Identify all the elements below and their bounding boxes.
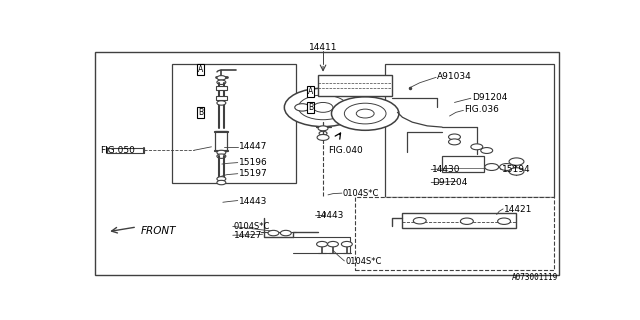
Circle shape: [341, 241, 352, 247]
Circle shape: [317, 134, 329, 140]
Text: 15194: 15194: [502, 165, 530, 174]
Bar: [216, 131, 227, 150]
Circle shape: [319, 131, 327, 135]
Circle shape: [217, 150, 226, 155]
Circle shape: [498, 218, 511, 224]
Text: B: B: [198, 108, 203, 117]
Circle shape: [284, 88, 362, 127]
Circle shape: [500, 164, 513, 171]
Bar: [172, 64, 296, 182]
Circle shape: [449, 139, 460, 145]
Bar: [385, 64, 554, 197]
Text: A91034: A91034: [437, 72, 472, 81]
Circle shape: [317, 241, 328, 247]
Circle shape: [217, 101, 226, 105]
Text: FIG.036: FIG.036: [465, 105, 499, 114]
Text: A073001119: A073001119: [511, 273, 558, 283]
Circle shape: [332, 97, 399, 130]
Text: 15196: 15196: [239, 158, 268, 167]
Circle shape: [449, 134, 460, 140]
Circle shape: [280, 230, 291, 236]
Text: 14421: 14421: [504, 205, 532, 214]
Text: 15197: 15197: [239, 169, 268, 179]
Text: 14447: 14447: [239, 142, 267, 151]
Text: D91204: D91204: [432, 178, 468, 187]
Bar: [216, 96, 227, 100]
Bar: [403, 213, 516, 228]
Text: 0104S*C: 0104S*C: [234, 222, 270, 231]
Bar: [214, 150, 228, 151]
Text: 14443: 14443: [316, 211, 344, 220]
Circle shape: [328, 241, 339, 247]
Circle shape: [344, 103, 386, 124]
Bar: [442, 156, 484, 172]
Text: FIG.050: FIG.050: [100, 146, 134, 155]
Text: FRONT: FRONT: [141, 226, 176, 236]
Circle shape: [356, 109, 374, 118]
Text: FIG.040: FIG.040: [328, 146, 363, 155]
Bar: [318, 75, 392, 96]
Circle shape: [217, 80, 226, 84]
Text: A: A: [198, 65, 203, 74]
Circle shape: [484, 164, 499, 171]
Text: B: B: [308, 103, 313, 112]
Text: 14411: 14411: [308, 43, 337, 52]
Circle shape: [460, 218, 474, 224]
Circle shape: [509, 168, 524, 175]
Text: 14427: 14427: [234, 231, 262, 240]
Bar: [216, 86, 227, 90]
Circle shape: [413, 218, 426, 224]
Text: 14430: 14430: [432, 165, 461, 174]
Text: A: A: [308, 87, 313, 96]
Text: 0104S*C: 0104S*C: [346, 257, 381, 266]
Circle shape: [217, 177, 226, 181]
Bar: [355, 197, 554, 270]
Circle shape: [313, 102, 333, 112]
Circle shape: [268, 230, 279, 236]
Circle shape: [509, 158, 524, 165]
Bar: [108, 148, 145, 153]
Text: 14443: 14443: [239, 196, 267, 205]
Circle shape: [298, 95, 348, 120]
Circle shape: [318, 126, 328, 131]
Circle shape: [481, 148, 493, 154]
Circle shape: [295, 104, 310, 111]
Circle shape: [217, 180, 226, 185]
Text: D91204: D91204: [472, 93, 508, 102]
Circle shape: [217, 76, 226, 80]
Bar: [214, 131, 228, 132]
Text: 0104S*C: 0104S*C: [343, 189, 380, 198]
Circle shape: [217, 154, 226, 158]
Circle shape: [471, 144, 483, 150]
